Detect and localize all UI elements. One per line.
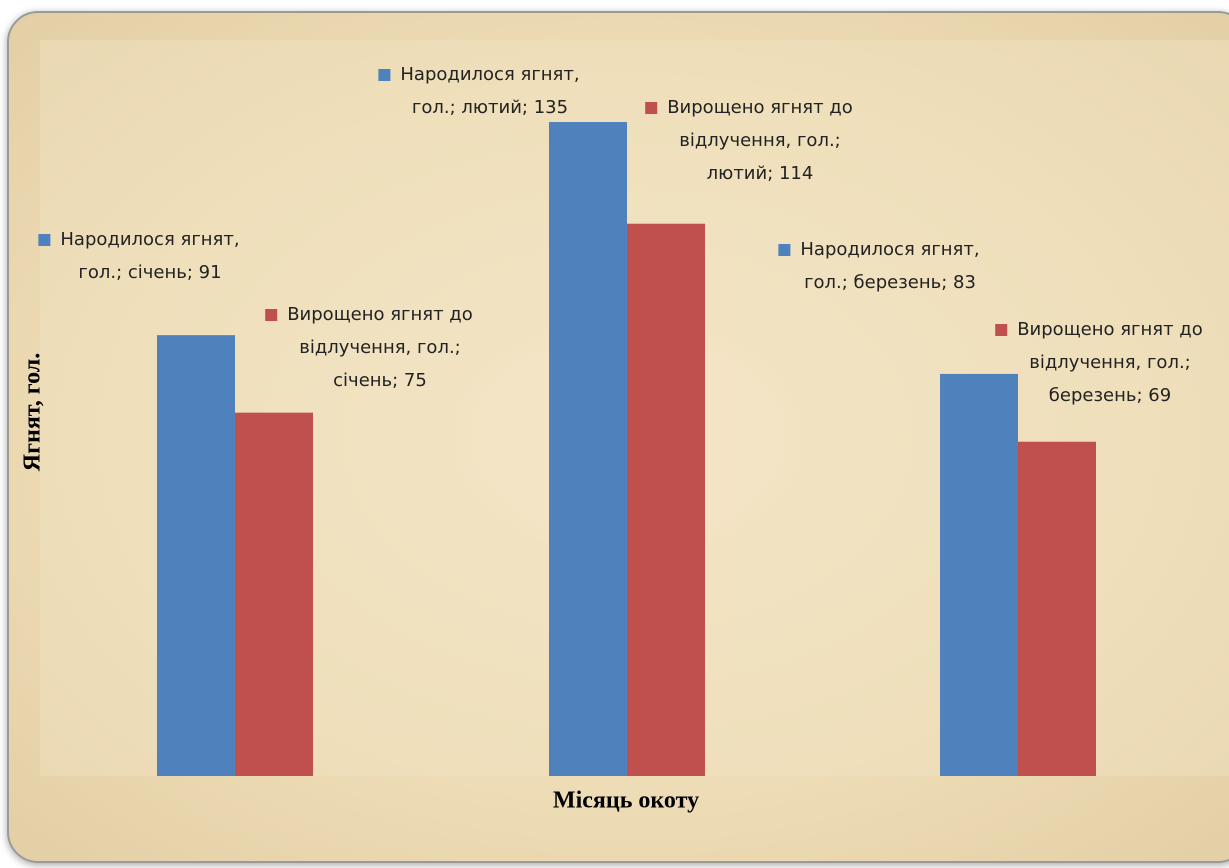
data-label: Вирощено ягнят до відлучення, гол.; січень… <box>287 304 473 391</box>
bar: Вирощено ягнят до відлучення, гол. <box>627 223 705 776</box>
label-marker <box>995 324 1008 336</box>
label-marker <box>778 244 791 256</box>
label-marker <box>38 234 51 246</box>
label-marker <box>265 309 278 321</box>
x-axis-label: Місяць окоту <box>553 788 699 814</box>
y-axis-label: Ягнят, гол. <box>20 353 46 471</box>
bar: Вирощено ягнят до відлучення, гол. <box>235 412 313 776</box>
bar: Народилося ягнят, гол. <box>940 373 1018 776</box>
data-label: Вирощено ягнят до відлучення, гол.; лютий;… <box>667 97 853 184</box>
label-marker <box>378 69 391 81</box>
data-label: Народилося ягнят, гол.; лютий; 135 <box>400 64 579 118</box>
bar: Народилося ягнят, гол. <box>549 122 627 776</box>
data-label: Народилося ягнят, гол.; січень; 91 <box>60 229 239 283</box>
data-label: Вирощено ягнят до відлучення, гол.; березе… <box>1017 319 1203 406</box>
data-label: Народилося ягнят, гол.; березень; 83 <box>800 239 979 293</box>
bar: Вирощено ягнят до відлучення, гол. <box>1018 441 1096 776</box>
bar: Народилося ягнят, гол. <box>157 335 235 776</box>
label-marker <box>645 102 658 114</box>
